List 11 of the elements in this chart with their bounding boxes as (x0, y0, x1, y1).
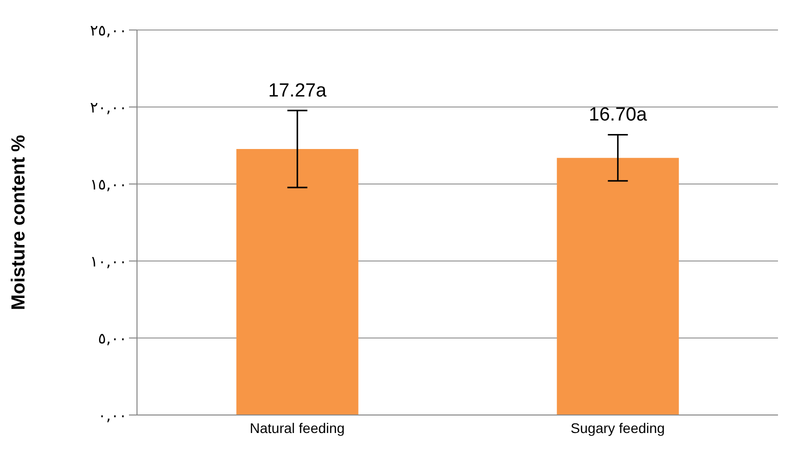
y-axis-title: Moisture content % (8, 134, 30, 310)
y-tick-label: ١٥,٠٠ (90, 175, 127, 194)
data-label: 16.70a (588, 104, 648, 126)
y-tick-label: ٠,٠٠ (98, 406, 127, 424)
x-tick-label: Natural feeding (250, 420, 345, 436)
y-tick-label: ٢٥,٠٠ (90, 21, 127, 40)
y-tick-label: ٥,٠٠ (98, 329, 127, 348)
y-tick-label: ٢٠,٠٠ (90, 98, 127, 116)
x-tick-label: Sugary feeding (570, 420, 665, 436)
y-tick-label: ١٠,٠٠ (90, 252, 127, 270)
data-label: 17.27a (268, 80, 327, 102)
